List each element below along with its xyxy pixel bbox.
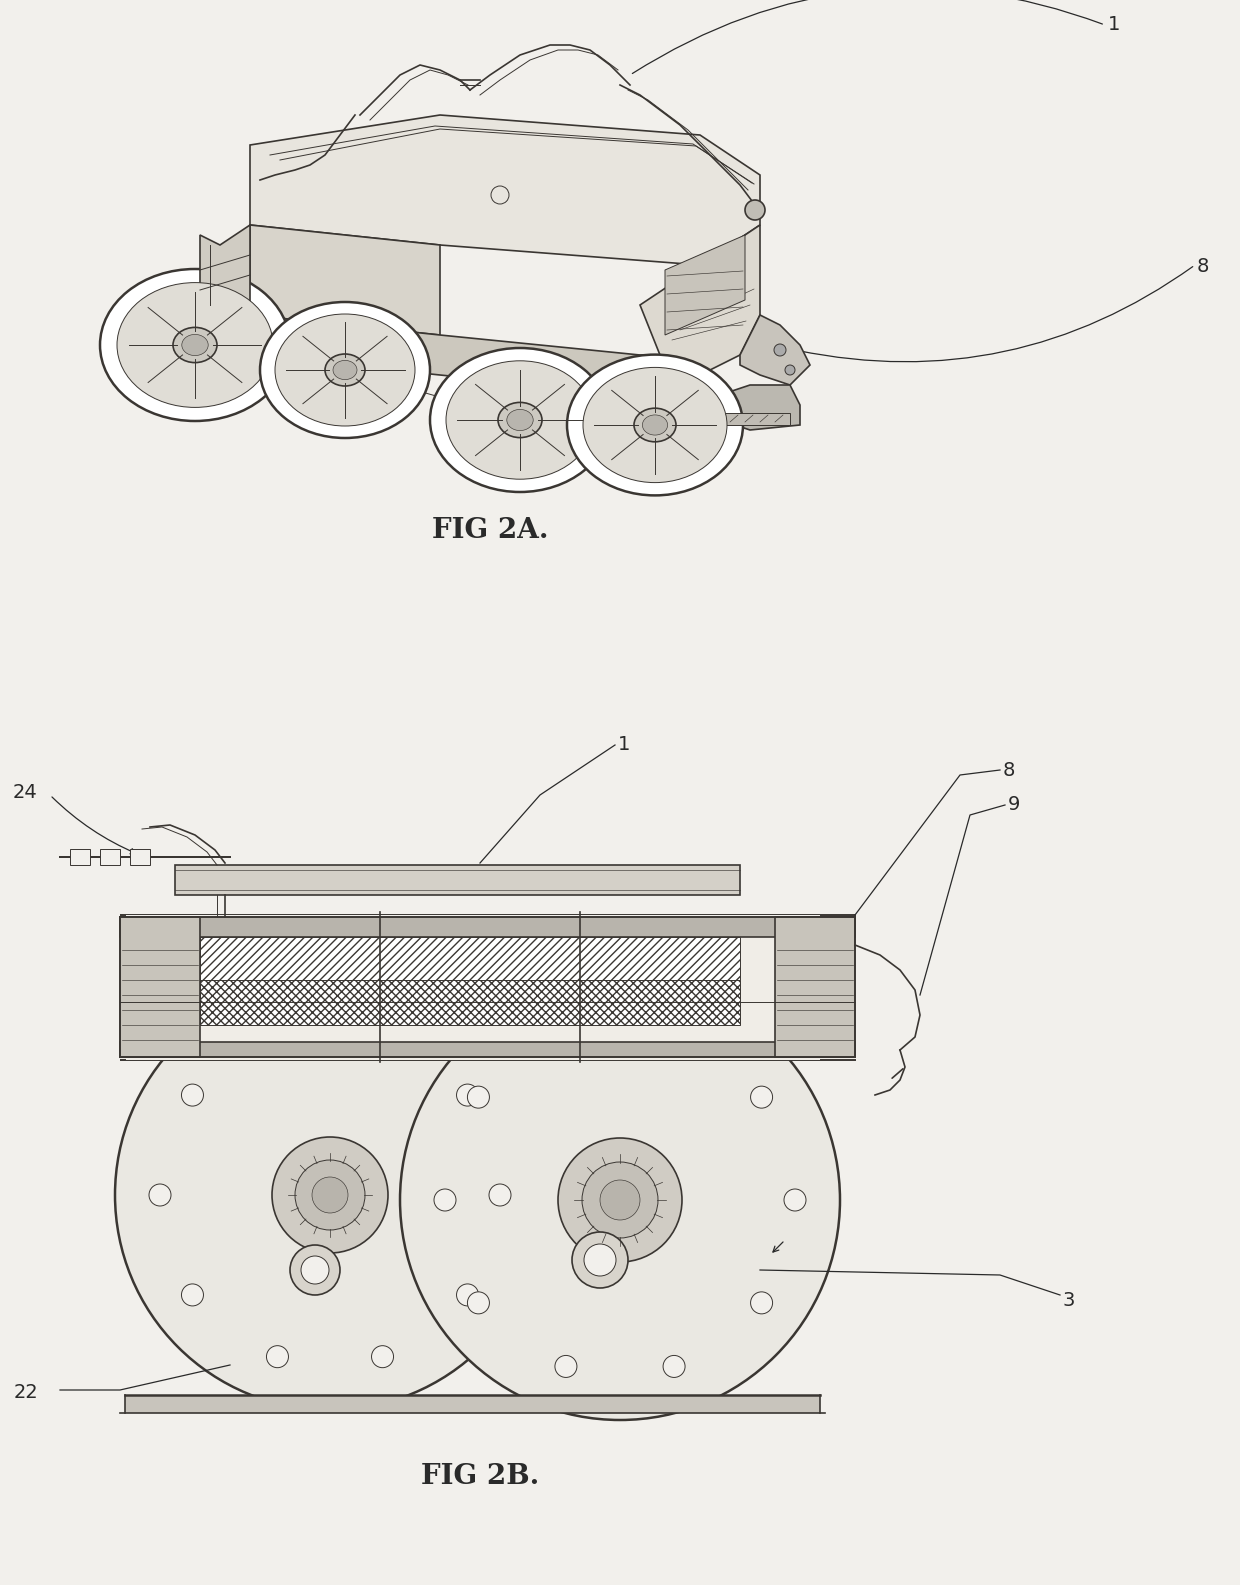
Text: FIG 2B.: FIG 2B. [420, 1463, 539, 1490]
Bar [100, 850, 120, 865]
Circle shape [434, 1189, 456, 1211]
Circle shape [456, 1284, 479, 1306]
Circle shape [584, 1244, 616, 1276]
Circle shape [267, 1346, 289, 1368]
Polygon shape [640, 225, 760, 376]
Text: 8: 8 [1197, 257, 1209, 276]
Text: 1: 1 [1109, 16, 1121, 35]
Circle shape [600, 1179, 640, 1220]
Ellipse shape [446, 361, 594, 479]
Polygon shape [740, 315, 810, 385]
Circle shape [456, 1084, 479, 1106]
Ellipse shape [174, 328, 217, 363]
Text: 9: 9 [1008, 796, 1021, 815]
Polygon shape [720, 385, 800, 430]
Ellipse shape [182, 334, 208, 355]
Circle shape [489, 1184, 511, 1206]
Circle shape [272, 1136, 388, 1254]
Circle shape [267, 1022, 289, 1045]
Bar [125, 1395, 820, 1412]
Bar [725, 414, 790, 425]
Circle shape [149, 1184, 171, 1206]
Polygon shape [200, 225, 250, 334]
Text: 8: 8 [1003, 761, 1016, 780]
Circle shape [558, 1138, 682, 1262]
Ellipse shape [334, 360, 357, 379]
Ellipse shape [583, 368, 727, 482]
Circle shape [784, 1189, 806, 1211]
Polygon shape [250, 116, 760, 265]
Polygon shape [665, 235, 745, 334]
Ellipse shape [642, 415, 667, 434]
Bar [775, 918, 856, 1057]
Text: 24: 24 [12, 783, 37, 802]
Ellipse shape [260, 303, 430, 437]
Circle shape [295, 1160, 365, 1230]
Text: 3: 3 [1061, 1290, 1074, 1309]
Circle shape [181, 1284, 203, 1306]
Ellipse shape [100, 269, 290, 422]
Circle shape [663, 1022, 684, 1045]
Ellipse shape [507, 409, 533, 431]
Circle shape [372, 1022, 393, 1045]
Circle shape [750, 1292, 773, 1314]
Polygon shape [250, 225, 440, 334]
Circle shape [572, 1232, 627, 1289]
Circle shape [301, 1255, 329, 1284]
Ellipse shape [498, 403, 542, 437]
Bar [69, 850, 91, 865]
Circle shape [556, 1355, 577, 1377]
Bar [120, 926, 856, 1060]
Ellipse shape [275, 314, 415, 426]
Circle shape [663, 1355, 684, 1377]
Circle shape [785, 365, 795, 376]
Text: FIG 2A.: FIG 2A. [432, 517, 548, 544]
Bar [120, 918, 200, 1057]
Ellipse shape [117, 282, 273, 407]
Ellipse shape [567, 355, 743, 496]
Circle shape [582, 1162, 658, 1238]
Circle shape [750, 1086, 773, 1108]
Text: 22: 22 [14, 1382, 38, 1401]
Ellipse shape [634, 409, 676, 442]
Circle shape [467, 1086, 490, 1108]
Circle shape [401, 980, 839, 1420]
Ellipse shape [430, 349, 610, 491]
Circle shape [556, 1022, 577, 1045]
Circle shape [467, 1292, 490, 1314]
Circle shape [181, 1084, 203, 1106]
Bar [120, 1041, 856, 1057]
Polygon shape [250, 315, 701, 395]
Circle shape [774, 344, 786, 357]
Text: 1: 1 [618, 735, 630, 754]
Circle shape [290, 1244, 340, 1295]
Circle shape [115, 980, 546, 1411]
Ellipse shape [325, 353, 365, 387]
Bar [200, 937, 740, 980]
Circle shape [312, 1178, 348, 1213]
Circle shape [372, 1346, 393, 1368]
Bar [120, 918, 856, 937]
FancyArrowPatch shape [892, 1068, 903, 1078]
Bar [130, 850, 150, 865]
Circle shape [745, 200, 765, 220]
Bar [175, 865, 740, 896]
Bar [200, 980, 740, 1025]
